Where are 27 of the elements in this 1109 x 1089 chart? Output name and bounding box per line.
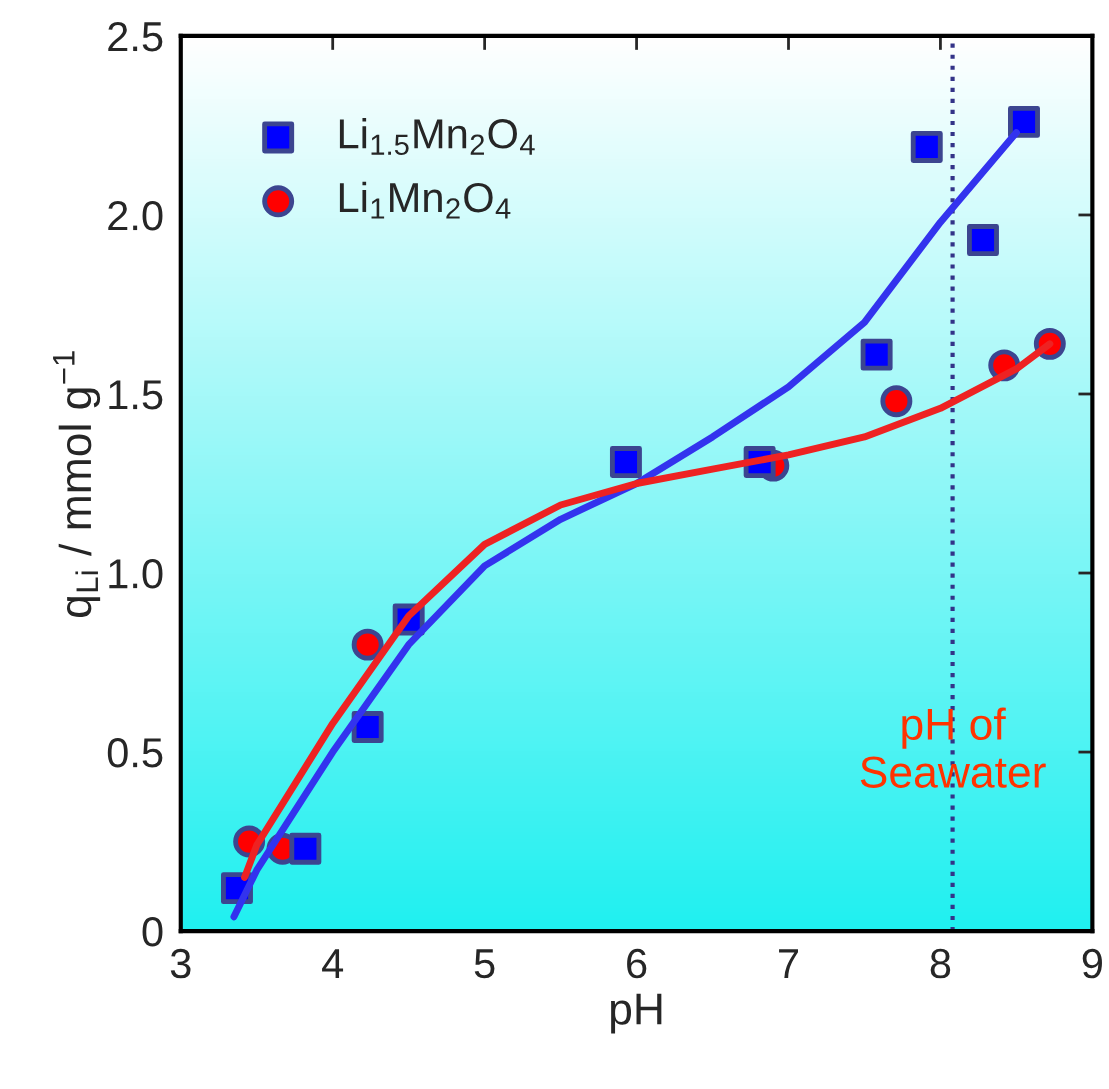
x-tick-label: 9 bbox=[1082, 948, 1102, 979]
point bbox=[609, 446, 642, 478]
annotation: pH of Seawater bbox=[860, 707, 1046, 788]
x-tick-label: 3 bbox=[170, 948, 191, 979]
y-axis-title: q$_{Li}$ / mmol g$^{−1}$ bbox=[53, 351, 101, 617]
point bbox=[910, 130, 943, 163]
point bbox=[860, 338, 893, 371]
y-tick-label: 1.5 bbox=[109, 380, 163, 410]
legend-label: Li$_{1}$Mn$_{2}$O$_{4}$ bbox=[339, 181, 511, 219]
y-tick-label: 2.0 bbox=[108, 200, 163, 231]
x-tick-label: 5 bbox=[474, 949, 495, 979]
x-tick-label: 6 bbox=[627, 948, 647, 979]
x-tick-label: 7 bbox=[779, 949, 798, 978]
point bbox=[351, 628, 384, 661]
legend-label: Li$_{1.5}$Mn$_{2}$O$_{4}$ bbox=[339, 117, 535, 156]
x-axis-title: pH bbox=[611, 993, 662, 1034]
y-tick-label: 0 bbox=[142, 917, 163, 947]
point bbox=[1008, 105, 1040, 138]
point bbox=[289, 832, 322, 865]
y-tick-label: 0.5 bbox=[107, 738, 163, 768]
x-tick-label: 4 bbox=[322, 949, 344, 978]
point bbox=[967, 224, 999, 256]
y-tick-label: 1.0 bbox=[109, 559, 163, 589]
x-tick-label: 8 bbox=[930, 948, 951, 979]
point bbox=[880, 385, 913, 418]
y-tick-label: 2.5 bbox=[108, 21, 163, 52]
point bbox=[351, 711, 384, 743]
